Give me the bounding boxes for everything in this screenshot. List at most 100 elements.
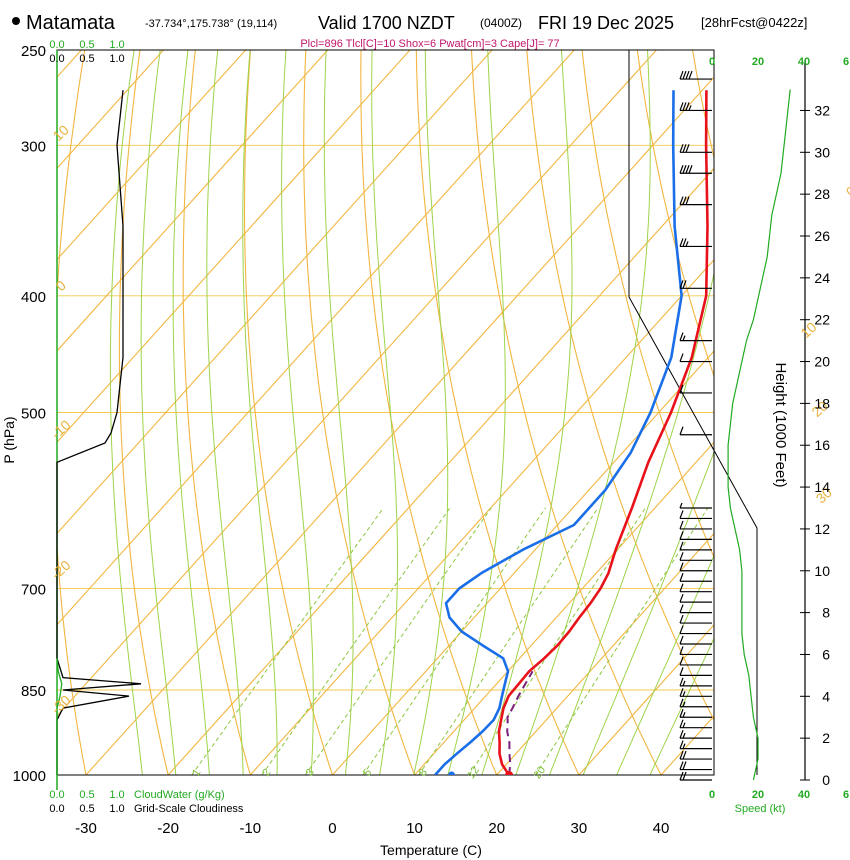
moist-adiabat-40: [649, 637, 714, 775]
wind-barb: [679, 238, 712, 248]
wind-barb: [679, 562, 712, 572]
mixing-ratio-12: [468, 507, 646, 775]
wind-barb-full: [679, 531, 684, 540]
height-tick-16: 16: [814, 437, 830, 453]
location-name: Matamata: [26, 12, 116, 34]
moist-adiabat--12: [172, 50, 210, 775]
wind-barb-full: [679, 761, 684, 770]
wind-barb-full: [679, 614, 684, 624]
temperature-profile: [497, 90, 709, 775]
speed-tick-top-40: 40: [798, 56, 810, 68]
speed-tick-top-20: 20: [752, 56, 764, 68]
wind-barb-full: [679, 332, 684, 341]
mixing-ratio-label: 8: [417, 767, 430, 779]
pressure-tick-850: 850: [21, 683, 46, 700]
wind-barb: [679, 541, 712, 551]
height-tick-8: 8: [822, 605, 830, 621]
stability-indices: Plcl=896 Tlcl[C]=10 Shox=6 Pwat[cm]=3 Ca…: [300, 38, 559, 50]
surface-dewpoint-marker: [448, 771, 456, 775]
dry-adiabat-10: [303, 50, 416, 775]
height-tick-0: 0: [822, 772, 830, 788]
mixing-ratio-label: 20: [531, 764, 548, 781]
wind-barb-full: [679, 70, 684, 80]
cloudwater-tick-bottom-1.0: 1.0: [109, 789, 124, 801]
wind-barb-full: [679, 102, 684, 111]
y-axis-title: P (hPa): [1, 416, 17, 463]
isotherm--20: [167, 167, 714, 775]
height-tick-10: 10: [814, 563, 830, 579]
wind-barb-full: [679, 353, 684, 362]
moist-adiabat-0: [281, 50, 314, 775]
temp-tick-10: 10: [406, 820, 423, 837]
wind-barb-full: [688, 70, 693, 80]
moist-adiabat-28: [548, 270, 714, 775]
isotherm-label: -20: [48, 557, 74, 583]
location-coords: -37.734°,175.738° (19,114): [145, 18, 277, 30]
wind-barb: [679, 573, 712, 582]
axis-labels-layer: 1 2 3 5 8 12 200102030100-10-20-30250300400500…: [13, 43, 850, 837]
cloudwater-line: [56, 658, 63, 775]
wind-panel-boundary: [628, 50, 758, 775]
wind-barb: [679, 740, 712, 750]
moist-adiabat-16: [447, 50, 506, 775]
wind-barb: [679, 196, 712, 206]
wind-barb: [679, 102, 712, 112]
wind-barb-full: [685, 70, 690, 80]
mixing-ratio-5: [362, 507, 546, 775]
wind-barb-full: [685, 102, 690, 111]
mixing-ratio-1: [191, 507, 384, 775]
isotherm-0: [332, 350, 714, 775]
wind-barb-full: [679, 573, 684, 582]
wind-barb-half: [682, 335, 686, 341]
speed-tick-top-0: 0: [709, 56, 715, 68]
valid-utc: (0400Z): [480, 16, 522, 30]
cloudwater-tick-bottom-0.0: 0.0: [49, 789, 64, 801]
wind-barb-full: [679, 520, 684, 530]
wind-panel-layer: [679, 70, 791, 781]
wind-barb-half: [682, 712, 686, 718]
moist-adiabat-4: [323, 50, 354, 775]
wind-barb-half: [682, 722, 686, 728]
wind-barb-half: [685, 241, 689, 247]
wind-barb-half: [682, 701, 686, 707]
wind-barb-full: [679, 562, 684, 571]
wind-barb: [679, 70, 712, 80]
isotherm-label: 0: [52, 277, 69, 294]
height-tick-14: 14: [814, 479, 830, 495]
wind-barb-full: [682, 144, 687, 153]
wind-barb-full: [679, 280, 684, 289]
wind-barb: [679, 510, 712, 520]
isotherm--80: [57, 50, 329, 352]
wind-barb: [679, 635, 712, 645]
wind-barb-full: [682, 165, 687, 174]
wind-barb: [679, 729, 712, 739]
mixing-ratio-8: [418, 507, 599, 775]
pressure-tick-400: 400: [21, 289, 46, 306]
wind-barb-full: [679, 552, 684, 561]
height-tick-32: 32: [814, 102, 830, 118]
cloudiness-tick-top-0.0: 0.0: [49, 53, 64, 65]
dry-adiabat--30: [57, 50, 87, 775]
dry-adiabat-0: [243, 50, 333, 775]
wind-barb: [679, 552, 712, 561]
wind-barb-full: [679, 238, 684, 247]
pressure-tick-250: 250: [21, 43, 46, 60]
moist-adiabat-24: [515, 50, 651, 775]
moist-adiabat-36: [616, 554, 714, 775]
forecast-info: [28hrFcst@0422z]: [701, 15, 807, 30]
mixing-ratio-label: 12: [465, 764, 482, 781]
wind-barb-full: [679, 196, 684, 205]
wind-barb-full: [679, 604, 684, 613]
height-tick-24: 24: [814, 270, 830, 286]
wind-barb-full: [682, 750, 687, 760]
wind-barb-full: [679, 593, 684, 603]
height-tick-30: 30: [814, 144, 830, 160]
isotherm--90: [57, 50, 247, 261]
isotherm-50: [743, 50, 850, 775]
frame-layer: [56, 49, 810, 781]
wind-barb-full: [682, 102, 687, 111]
wind-barb-full: [679, 750, 684, 760]
cloudwater-tick-top-0.5: 0.5: [79, 39, 94, 51]
wind-barb-full: [682, 70, 687, 80]
